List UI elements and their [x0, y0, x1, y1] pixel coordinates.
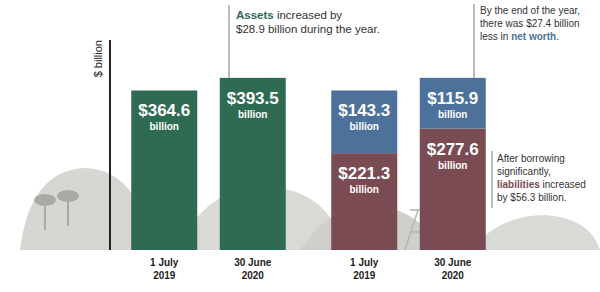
labels: $364.6billion$393.5billion [138, 89, 279, 133]
chart-canvas: $364.6billion$393.5billion1 July201930 J… [0, 0, 600, 292]
annotation-line: $28.9 billion during the year. [236, 23, 380, 35]
category-label-line: 30 June [234, 257, 272, 268]
annotation-text: . [556, 31, 559, 42]
category-label-line: 1 July [150, 257, 179, 268]
annotation-line: there was $27.4 billion [480, 18, 580, 29]
annotation-emphasis: net worth [511, 31, 556, 42]
annotation-text: there was $27.4 billion [480, 18, 580, 29]
bar-segment [331, 90, 397, 153]
bar-segment [420, 78, 486, 129]
bars [131, 78, 286, 250]
data-label: $277.6billion [427, 140, 479, 171]
background-tree-crown [57, 190, 79, 202]
annotation-emphasis: liabilities [497, 179, 540, 190]
annotation-text: By the end of the year, [480, 5, 580, 16]
annotation-emphasis: Assets [236, 9, 274, 21]
data-label: $393.5billion [227, 89, 279, 120]
annotation-text: by $56.3 billion. [497, 192, 567, 203]
data-label-value: $364.6 [138, 101, 190, 120]
annotation-text: increased by [274, 9, 343, 21]
data-label-value: $221.3 [338, 164, 390, 183]
annotation-leader [229, 5, 230, 78]
category-label: 1 July 2019 [150, 257, 179, 281]
annotation-leader [492, 151, 493, 208]
background [20, 168, 600, 250]
data-label-unit: billion [438, 160, 467, 171]
annotation-text: less in [480, 31, 511, 42]
bar-segment [420, 129, 486, 250]
category-label-line: 2019 [153, 270, 176, 281]
category-label-line: 1 July [350, 257, 379, 268]
annotation-text: After borrowing [497, 153, 565, 164]
annotation-line: By the end of the year, [480, 5, 580, 16]
data-label: $143.3billion [338, 101, 390, 132]
background-hill [470, 215, 600, 250]
annotation-line: significantly, [497, 166, 551, 177]
category-label-line: 2020 [242, 270, 265, 281]
data-label-unit: billion [150, 121, 179, 132]
labels: $221.3billion$143.3billion$277.6billion$… [338, 89, 479, 195]
data-label-unit: billion [350, 184, 379, 195]
bars [331, 78, 486, 250]
annotation-line: After borrowing [497, 153, 565, 164]
annotation-line: less in net worth. [480, 31, 559, 42]
data-label-value: $277.6 [427, 140, 479, 159]
data-label-unit: billion [438, 109, 467, 120]
bar [131, 90, 197, 250]
bar [220, 78, 286, 250]
data-label-unit: billion [350, 121, 379, 132]
category-label: 30 June 2020 [234, 257, 272, 281]
background-tree-crown [34, 194, 56, 206]
data-label-value: $393.5 [227, 89, 279, 108]
annotation-leader [474, 4, 475, 78]
annotation-text: $28.9 billion during the year. [236, 23, 380, 35]
y-axis-label: $ billion [92, 40, 104, 77]
category-label-line: 2019 [353, 270, 376, 281]
annotation-text: significantly, [497, 166, 551, 177]
category-label-line: 2020 [442, 270, 465, 281]
category-label: 30 June 2020 [434, 257, 472, 281]
annotation-text: increased [540, 179, 586, 190]
category-label-line: 30 June [434, 257, 472, 268]
background-hill [20, 168, 150, 250]
bar-segment [331, 153, 397, 250]
data-label: $221.3billion [338, 164, 390, 195]
y-axis [109, 40, 111, 250]
data-label-value: $143.3 [338, 101, 390, 120]
annotation-line: Assets increased by [236, 9, 342, 21]
data-label-value: $115.9 [427, 89, 478, 108]
annotation-line: liabilities increased [497, 179, 586, 190]
data-label-unit: billion [238, 109, 267, 120]
annotation-line: by $56.3 billion. [497, 192, 567, 203]
data-label: $115.9billion [427, 89, 478, 120]
data-label: $364.6billion [138, 101, 190, 132]
category-label: 1 July 2019 [350, 257, 379, 281]
